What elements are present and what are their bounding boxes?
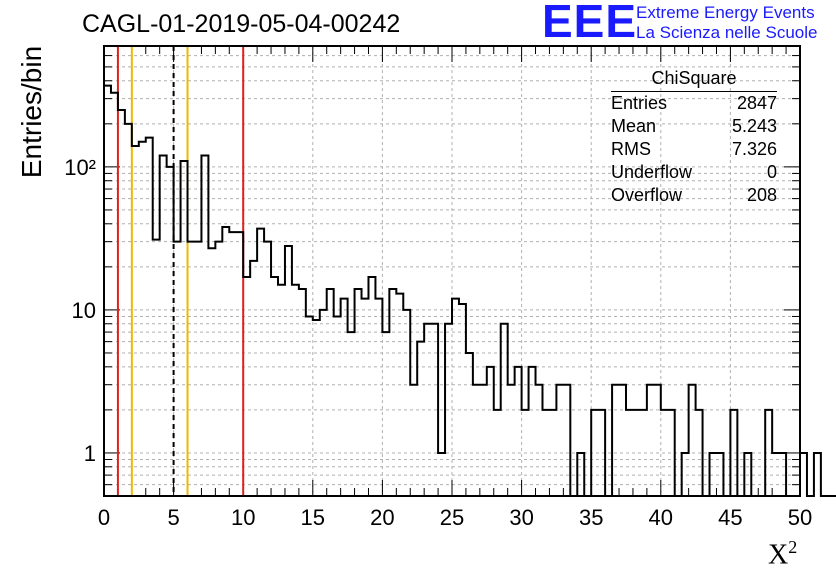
stats-row: Entries 2847 xyxy=(611,92,777,115)
stats-box: ChiSquare Entries 2847 Mean 5.243 RMS 7.… xyxy=(611,68,777,207)
y-tick-label: 1 xyxy=(84,441,96,466)
stats-row: Mean 5.243 xyxy=(611,115,777,138)
logo-line-1: Extreme Energy Events xyxy=(636,3,815,22)
stats-label: Mean xyxy=(611,116,657,136)
stats-value: 7.326 xyxy=(731,139,777,159)
x-tick-label: 50 xyxy=(788,505,812,530)
x-tick-label: 25 xyxy=(440,505,464,530)
x-tick-label: 20 xyxy=(370,505,394,530)
histogram-series xyxy=(104,84,836,497)
eee-logo: EEE xyxy=(542,0,638,47)
stats-title: ChiSquare xyxy=(611,68,777,92)
x-axis-label-text: X xyxy=(768,539,789,571)
y-tick-label: 10 xyxy=(72,298,96,323)
y-tick-label: 10² xyxy=(64,155,96,180)
stats-label: Entries xyxy=(611,93,668,113)
stats-row: Overflow 208 xyxy=(611,184,777,207)
chart-title: CAGL-01-2019-05-04-00242 xyxy=(82,10,401,38)
x-tick-label: 5 xyxy=(167,505,179,530)
x-tick-label: 45 xyxy=(718,505,742,530)
x-tick-label: 15 xyxy=(301,505,325,530)
plot-frame xyxy=(103,45,801,497)
stats-value: 2847 xyxy=(736,93,777,113)
marker-lines xyxy=(116,46,245,496)
stats-label: Overflow xyxy=(611,185,683,205)
x-tick-label: 30 xyxy=(509,505,533,530)
stats-value: 208 xyxy=(746,185,777,205)
stats-value: 5.243 xyxy=(731,116,777,136)
x-tick-label: 10 xyxy=(231,505,255,530)
x-axis-label: X2 xyxy=(768,537,797,571)
logo-line-2: La Scienza nelle Scuole xyxy=(636,23,818,42)
x-tick-label: 0 xyxy=(98,505,110,530)
stats-row: RMS 7.326 xyxy=(611,138,777,161)
tick-labels: 0 5 10 15 20 25 30 35 40 45 50 1 10 10² xyxy=(64,155,812,530)
stats-label: Underflow xyxy=(611,162,693,182)
stats-row: Underflow 0 xyxy=(611,161,777,184)
y-axis-label: Entries/bin xyxy=(16,45,47,179)
x-tick-label: 35 xyxy=(579,505,603,530)
stats-value: 0 xyxy=(766,162,777,182)
stats-label: RMS xyxy=(611,139,651,159)
x-tick-label: 40 xyxy=(649,505,673,530)
x-axis-label-sup: 2 xyxy=(788,537,798,557)
